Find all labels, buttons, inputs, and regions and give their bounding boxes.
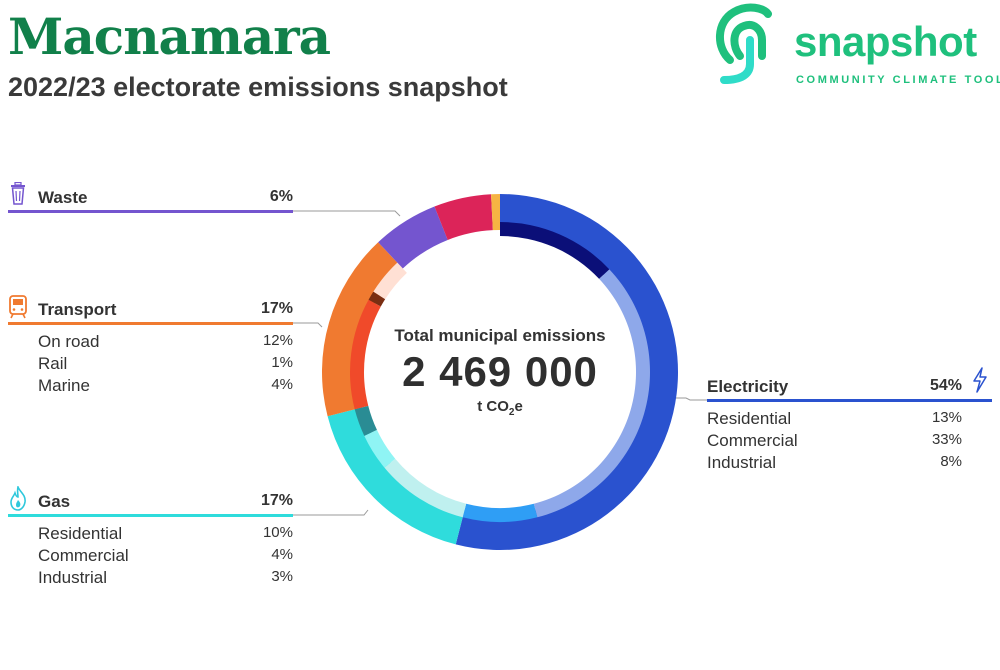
legend-transport-percent: 17% [260,300,293,317]
subslice-transport-rail [368,291,386,307]
unit-suffix: e [514,398,523,415]
snapshot-logo: snapshot COMMUNITY CLIMATE TOOL [712,0,1000,90]
legend-transport-underline [8,322,293,325]
slice-other-4 [434,194,493,240]
sub-percent: 3% [271,568,293,585]
subslice-electricity-commercial [533,269,650,518]
slice-electricity [455,194,679,550]
inner-ring [350,222,650,523]
sub-percent: 10% [262,524,293,541]
sub-name: Marine [38,376,90,395]
sub-name: Commercial [38,546,129,565]
sub-name: Industrial [38,568,107,587]
legend-gas-underline [8,514,293,517]
legend-header: Electricity 54% [707,367,992,402]
total-label: Total municipal emissions [394,326,606,345]
legend-gas: Gas 17% Residential 10% Commercial 4% In… [8,486,293,590]
legend-electricity-sub-commercial: Commercial 33% [707,431,962,453]
legend-header: Transport 17% [8,295,293,325]
sub-percent: 4% [271,546,293,563]
page-subtitle: 2022/23 electorate emissions snapshot [8,72,508,102]
legend-gas-name: Gas [38,492,71,511]
legend-electricity: Electricity 54% Residential 13% Commerci… [707,367,992,475]
unit-subscript: 2 [508,407,515,418]
total-emissions: Total municipal emissions 2 469 000 t CO… [380,326,620,418]
total-value: 2 469 000 [402,348,598,395]
subslice-electricity-industrial [462,503,538,523]
trash-icon [11,182,25,205]
sub-percent: 8% [940,453,962,470]
page-title: Macnamara [8,7,331,66]
legend-electricity-name: Electricity [707,377,789,396]
legend-electricity-underline [707,399,992,402]
leader-line-gas [293,509,369,516]
legend-transport-name: Transport [38,300,117,319]
slice-other-5 [491,194,500,231]
sub-name: Commercial [707,431,798,450]
leader-line-transport [293,322,323,328]
logo-tagline: COMMUNITY CLIMATE TOOL [796,74,1000,86]
sub-name: Industrial [707,453,776,472]
unit-prefix: t CO [477,398,509,415]
leader-lines [293,210,707,516]
legend-waste: Waste 6% [8,182,293,216]
legend-header: Gas 17% [8,486,293,517]
legend-waste-name: Waste [38,188,88,207]
legend-electricity-sub-residential: Residential 13% [707,409,962,431]
legend-transport-sub-marine: Marine 4% [38,376,293,398]
subslice-gas-industrial [354,405,377,436]
legend-gas-percent: 17% [260,492,293,509]
legend-gas-sub-industrial: Industrial 3% [38,568,293,590]
subslice-transport-on-road [350,299,381,410]
sub-name: Residential [38,524,123,543]
leader-line-waste [293,210,401,217]
legend-waste-underline [8,210,293,213]
logo-wordmark: snapshot [794,18,977,65]
flame-icon [10,486,26,511]
train-icon [9,295,27,319]
sub-percent: 1% [271,354,293,371]
sub-percent: 33% [931,431,962,448]
sub-name: Residential [707,409,792,428]
sub-percent: 13% [931,409,962,426]
legend-transport-sub-on-road: On road 12% [38,332,293,354]
fingerprint-logo-icon [715,3,772,84]
sub-name: On road [38,332,100,351]
subslice-gas-commercial [364,429,396,468]
sub-name: Rail [38,354,68,373]
legend-gas-sub-commercial: Commercial 4% [38,546,293,568]
legend-electricity-sub-industrial: Industrial 8% [707,453,962,475]
sub-percent: 4% [271,376,293,393]
total-unit: t CO2e [380,398,620,418]
subslice-electricity-residential [500,222,610,279]
subslice-transport-marine [373,262,407,300]
lightning-icon [973,367,987,393]
sub-percent: 12% [262,332,293,349]
legend-gas-sub-residential: Residential 10% [38,524,293,546]
slice-waste [378,206,448,269]
legend-electricity-percent: 54% [929,377,962,394]
legend-waste-percent: 6% [269,188,293,205]
leader-line-electricity [676,397,707,401]
legend-header: Waste 6% [8,182,293,213]
legend-transport-sub-rail: Rail 1% [38,354,293,376]
subslice-gas-residential [384,458,467,518]
legend-transport: Transport 17% On road 12% Rail 1% Marine… [8,295,293,398]
